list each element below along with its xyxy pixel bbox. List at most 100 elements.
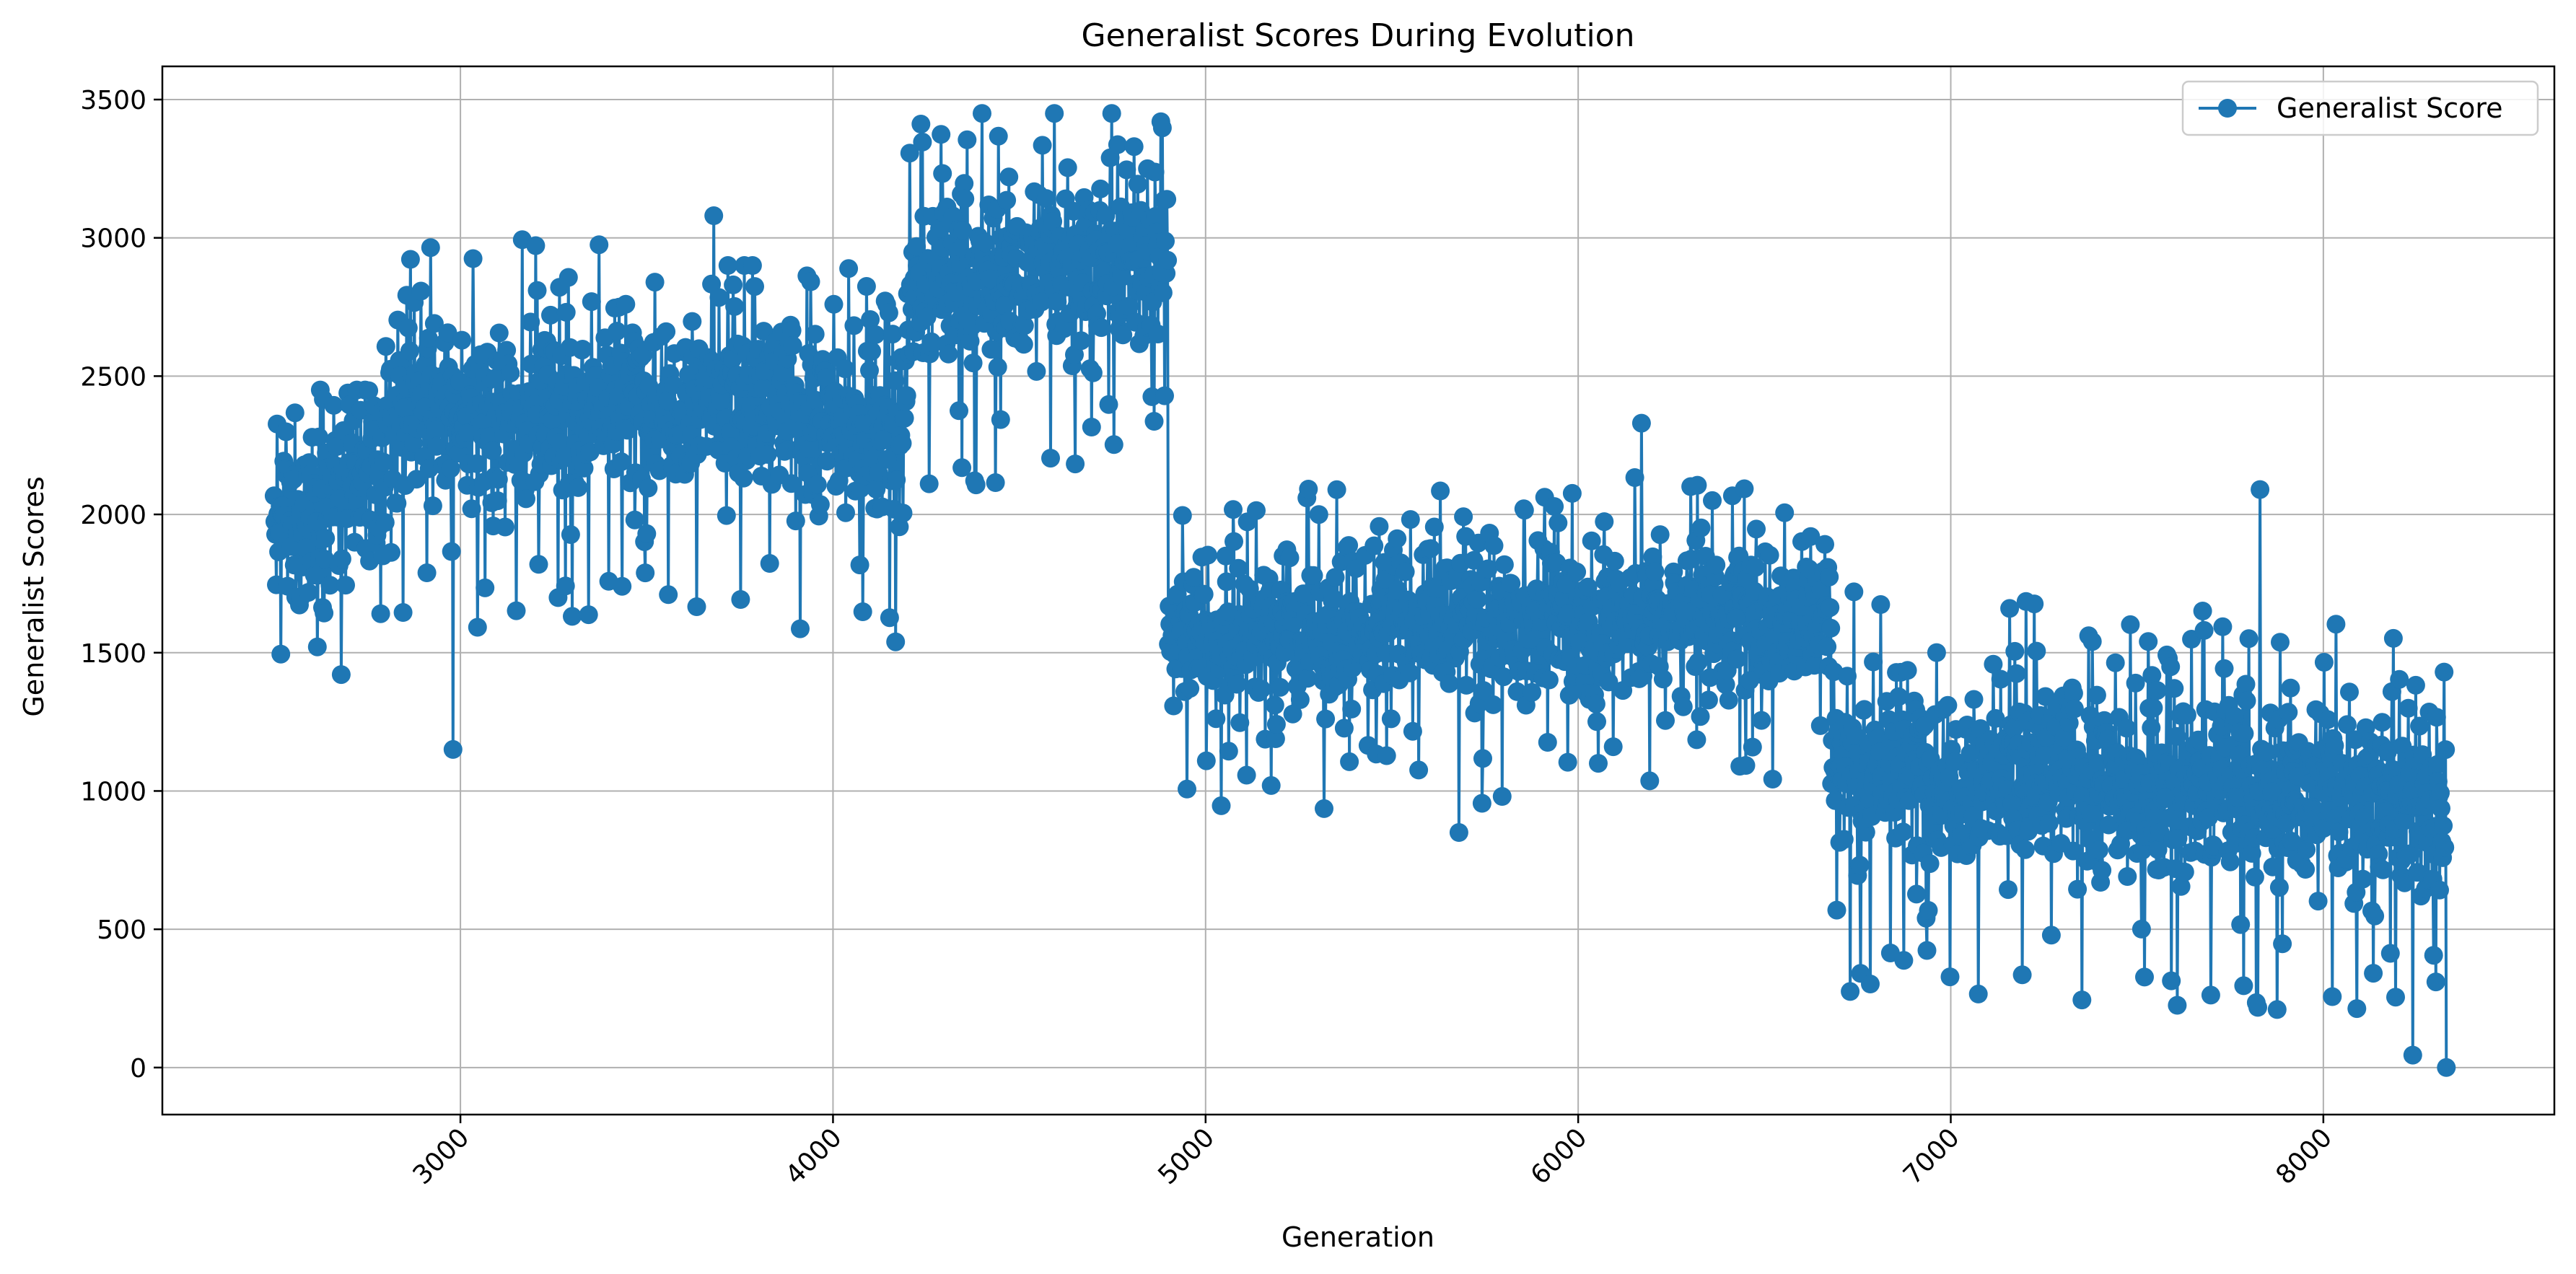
data-point — [2039, 814, 2059, 833]
data-point — [438, 323, 457, 343]
data-point — [1219, 742, 1238, 761]
data-point — [1240, 579, 1259, 599]
data-point — [1763, 770, 1782, 788]
data-point — [1719, 690, 1738, 710]
data-point — [1066, 454, 1085, 474]
data-point — [1104, 435, 1123, 454]
data-point — [1173, 506, 1192, 525]
data-point — [1381, 709, 1401, 729]
plot-frame — [161, 65, 2556, 1116]
data-point — [2373, 713, 2392, 732]
data-point — [1266, 715, 1286, 734]
data-point — [973, 104, 991, 123]
data-point — [1567, 562, 1587, 581]
data-point — [1631, 413, 1651, 433]
data-point — [960, 332, 980, 351]
data-point — [1158, 250, 1178, 270]
series-generalist-score — [264, 104, 2456, 1077]
data-point — [1217, 572, 1236, 592]
data-point — [2398, 698, 2418, 718]
y-tick-label: 2500 — [80, 362, 146, 392]
data-point — [2271, 633, 2290, 652]
data-point — [2380, 944, 2400, 963]
data-point — [1124, 137, 1144, 157]
data-point — [1375, 570, 1395, 589]
data-point — [907, 237, 926, 256]
data-point — [424, 314, 444, 333]
data-point — [1502, 574, 1521, 593]
data-point — [443, 739, 463, 759]
data-point — [1155, 386, 1174, 405]
data-point — [1917, 941, 1937, 960]
data-point — [1304, 566, 1323, 585]
data-point — [1058, 158, 1077, 177]
data-point — [995, 296, 1014, 315]
data-point — [2257, 742, 2277, 762]
data-point — [476, 578, 495, 597]
data-point — [880, 608, 899, 628]
data-point — [332, 549, 351, 568]
data-point — [284, 470, 303, 489]
data-point — [659, 585, 678, 605]
data-point — [404, 434, 423, 453]
data-point — [1821, 598, 1840, 618]
data-point — [1854, 700, 1874, 719]
data-point — [1907, 884, 1926, 904]
data-point — [801, 272, 820, 291]
y-axis-label: Generalist Scores — [18, 476, 50, 716]
data-point — [2395, 873, 2414, 892]
data-point — [387, 493, 407, 513]
data-point — [496, 517, 514, 537]
data-point — [1327, 480, 1346, 499]
data-point — [590, 235, 609, 255]
data-point — [782, 321, 802, 341]
data-point — [442, 542, 461, 561]
data-point — [2175, 862, 2194, 882]
data-point — [932, 125, 951, 144]
data-point — [1478, 559, 1498, 579]
data-point — [786, 511, 805, 531]
data-point — [981, 340, 1001, 359]
data-point — [2064, 684, 2083, 703]
data-point — [2267, 1000, 2287, 1019]
data-point — [1403, 721, 1422, 741]
data-point — [331, 665, 351, 685]
data-point — [1558, 752, 1577, 772]
data-point — [2239, 629, 2259, 649]
data-point — [1838, 667, 1857, 686]
data-point — [866, 325, 885, 344]
data-point — [1206, 709, 1226, 729]
data-point — [315, 550, 335, 568]
data-point — [2401, 844, 2420, 864]
data-point — [723, 349, 742, 369]
data-point — [400, 250, 420, 269]
data-point — [2347, 999, 2367, 1019]
data-point — [2273, 934, 2292, 954]
data-point — [742, 256, 762, 275]
data-point — [999, 167, 1019, 187]
data-point — [2248, 998, 2267, 1017]
data-point — [2326, 615, 2346, 634]
data-point — [1920, 854, 1940, 874]
y-tick-label: 1000 — [80, 777, 146, 807]
data-point — [877, 449, 897, 469]
data-point — [897, 386, 916, 405]
data-point — [2135, 967, 2154, 987]
data-point — [1688, 475, 1707, 495]
data-point — [879, 303, 898, 322]
data-point — [374, 452, 393, 472]
data-point — [2144, 698, 2163, 718]
data-point — [1271, 677, 1290, 697]
data-point — [483, 441, 502, 460]
data-point — [2161, 657, 2181, 677]
data-point — [320, 576, 340, 595]
data-point — [2235, 724, 2254, 743]
data-point — [1472, 794, 1491, 813]
data-point — [952, 458, 972, 478]
data-point — [1691, 518, 1711, 537]
data-point — [2035, 746, 2054, 765]
data-point — [1821, 618, 1841, 638]
data-point — [579, 605, 598, 625]
data-point — [501, 364, 520, 383]
data-point — [1457, 675, 1476, 695]
